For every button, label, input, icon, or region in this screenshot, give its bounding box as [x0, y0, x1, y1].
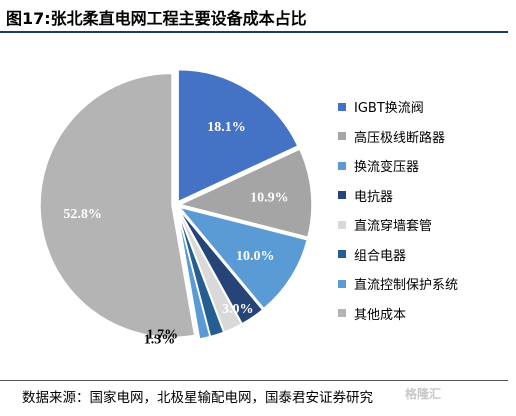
legend-label: 其他成本: [354, 307, 407, 323]
pie-slice-6: [176, 208, 211, 340]
data-label-7: 52.8%: [63, 207, 102, 222]
legend-label: 高压极线断路器: [354, 130, 446, 146]
chart-legend: IGBT换流阀高压极线断路器 换流变压器电抗器直流穿墙套管 组合电器直流控制保护系统…: [338, 92, 458, 328]
source-note: 数据来源：国家电网，北极星输配电网，国泰君安证券研究: [22, 390, 373, 406]
legend-swatch: [338, 220, 346, 229]
watermark: 格隆汇: [405, 387, 442, 401]
data-label-2: 10.0%: [236, 249, 275, 264]
legend-label: 直流控制保护系统: [354, 278, 459, 294]
data-label-6: 1.3%: [144, 332, 176, 347]
legend-swatch: [338, 132, 346, 141]
legend-swatch: [338, 250, 346, 259]
legend-swatch: [338, 102, 346, 111]
legend-item-5: 组合电器: [338, 240, 458, 270]
data-label-0: 18.1%: [207, 120, 246, 135]
legend-label: 组合电器: [354, 248, 407, 264]
source-rule: [0, 380, 508, 381]
pie-slice-1: [177, 148, 313, 239]
chart-title: 图17:张北柔直电网工程主要设备成本占比: [6, 9, 307, 28]
legend-item-3: 电抗器: [338, 181, 458, 211]
legend-label: 电抗器: [354, 189, 394, 205]
legend-item-0: IGBT换流阀: [338, 92, 458, 122]
legend-swatch: [338, 161, 346, 170]
data-label-5: 1.7%: [147, 328, 179, 343]
data-label-3: 3.0%: [222, 302, 254, 317]
title-rule: [0, 31, 508, 33]
legend-label: 直流穿墙套管: [354, 219, 433, 235]
legend-label: IGBT换流阀: [354, 101, 424, 117]
legend-item-2: 换流变压器: [338, 151, 458, 181]
legend-item-7: 其他成本: [338, 299, 458, 329]
legend-swatch: [338, 309, 346, 318]
legend-item-1: 高压极线断路器: [338, 122, 458, 152]
pie-slice-0: [177, 68, 299, 203]
legend-swatch: [338, 279, 346, 288]
pie-slice-7: [39, 72, 196, 339]
pie-slice-2: [177, 205, 309, 310]
legend-swatch: [338, 191, 346, 200]
data-label-1: 10.9%: [250, 190, 289, 205]
legend-label: 换流变压器: [354, 160, 420, 176]
legend-item-4: 直流穿墙套管: [338, 210, 458, 240]
legend-item-6: 直流控制保护系统: [338, 269, 458, 299]
pie-chart: 18.1% 10.9% 10.0% 3.0% 1.7%1.3% 52.8%: [39, 68, 313, 347]
